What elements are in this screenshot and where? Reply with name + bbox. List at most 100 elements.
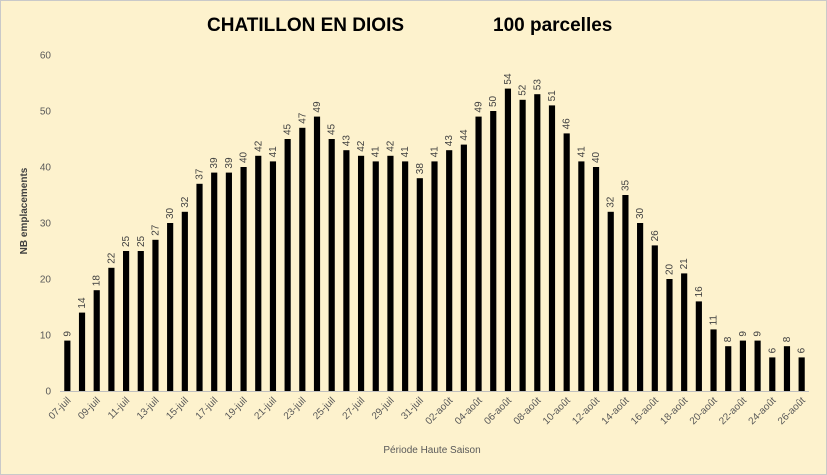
x-tick-label: 25-juil (311, 395, 338, 422)
bar (137, 251, 144, 391)
chart-title: CHATILLON EN DIOIS (207, 15, 405, 36)
x-tick-label: 31-juil (399, 395, 426, 422)
bar (402, 161, 409, 391)
bar (666, 279, 673, 391)
bar (284, 139, 291, 391)
data-label: 38 (415, 163, 426, 175)
bar (343, 150, 350, 391)
x-tick-label: 08-août (512, 395, 544, 427)
chart-subtitle: 100 parcelles (493, 15, 613, 36)
x-tick-label: 21-juil (252, 395, 279, 422)
bar (372, 161, 379, 391)
y-tick-label: 20 (40, 275, 52, 286)
y-tick-label: 30 (40, 219, 52, 230)
x-tick-label: 11-juil (106, 395, 132, 421)
y-tick-label: 0 (45, 387, 51, 398)
data-label: 26 (650, 230, 661, 242)
bar (123, 251, 130, 391)
x-tick-label: 18-août (659, 395, 691, 427)
data-label: 30 (165, 207, 176, 219)
bar (108, 267, 115, 391)
data-label: 27 (150, 224, 161, 236)
data-label: 45 (283, 123, 294, 135)
data-label: 41 (576, 146, 587, 158)
x-tick-label: 17-juil (194, 395, 221, 422)
data-label: 43 (444, 135, 455, 147)
bar (328, 139, 335, 391)
bar (416, 178, 423, 391)
y-tick-label: 60 (40, 51, 52, 62)
data-label: 42 (385, 140, 396, 152)
data-label: 54 (503, 73, 514, 85)
y-tick-label: 10 (40, 331, 52, 342)
data-label: 9 (753, 331, 764, 337)
data-label: 41 (268, 146, 279, 158)
bar (592, 167, 600, 391)
data-label: 40 (239, 151, 250, 163)
x-tick-label: 27-juil (341, 395, 368, 422)
x-tick-label: 23-juil (282, 395, 309, 422)
bar (548, 105, 556, 392)
x-tick-label: 02-août (424, 395, 456, 427)
x-tick-label: 09-juil (76, 395, 103, 422)
x-tick-label: 14-août (600, 395, 632, 427)
bar (798, 357, 805, 391)
data-label: 45 (327, 123, 338, 135)
bar (387, 155, 394, 391)
bar (299, 127, 306, 392)
bar (725, 346, 732, 391)
bar (695, 301, 702, 391)
x-tick-label: 24-août (747, 395, 779, 427)
data-label: 11 (709, 315, 720, 326)
data-label: 51 (547, 90, 558, 102)
data-label: 41 (430, 146, 441, 158)
bar (446, 150, 453, 391)
data-label: 30 (635, 207, 646, 219)
y-tick-label: 50 (40, 107, 52, 118)
bar (578, 161, 585, 391)
x-tick-label: 10-août (541, 395, 573, 427)
bar (93, 290, 100, 391)
data-label: 32 (180, 196, 191, 208)
bar (152, 239, 159, 391)
x-tick-label: 29-juil (370, 395, 397, 422)
bar (783, 346, 791, 391)
bar (710, 329, 717, 391)
data-label: 8 (782, 336, 793, 342)
bar (534, 94, 541, 391)
data-label: 20 (664, 263, 675, 275)
data-label: 49 (312, 101, 323, 113)
x-tick-label: 19-juil (223, 395, 250, 422)
x-tick-label: 26-août (776, 395, 808, 427)
data-label: 39 (224, 157, 235, 169)
data-label: 43 (341, 135, 352, 147)
bar (475, 116, 482, 391)
bar (490, 111, 497, 391)
bar (211, 172, 218, 391)
data-label: 41 (400, 146, 411, 158)
x-axis-title: Période Haute Saison (383, 445, 480, 456)
data-label: 46 (562, 118, 573, 130)
data-label: 40 (591, 151, 602, 163)
bar (739, 340, 746, 391)
data-label: 50 (488, 95, 499, 107)
bar (167, 223, 174, 391)
bar (255, 155, 262, 391)
data-label: 21 (679, 258, 690, 270)
data-label: 8 (723, 336, 734, 342)
bar (313, 116, 321, 391)
bar (181, 211, 188, 391)
data-label: 18 (92, 275, 103, 287)
x-tick-label: 12-août (570, 395, 602, 427)
bar (563, 133, 570, 391)
x-tick-label: 15-juil (164, 395, 191, 422)
bar (460, 144, 467, 391)
x-tick-label: 04-août (453, 395, 485, 427)
data-label: 44 (459, 129, 470, 141)
x-tick-label: 16-août (629, 395, 661, 427)
bar (754, 340, 761, 391)
data-label: 42 (253, 140, 264, 152)
bar (681, 273, 688, 391)
